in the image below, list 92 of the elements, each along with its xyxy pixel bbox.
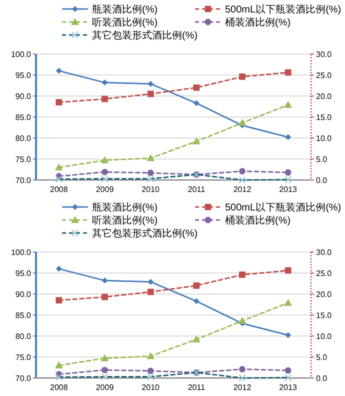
point: [284, 169, 292, 176]
point: [54, 163, 63, 170]
point: [193, 100, 200, 106]
point: [284, 69, 292, 76]
x-tick-label: 2008: [50, 383, 68, 392]
y2-tick-label: 10.0: [316, 134, 332, 143]
point: [56, 266, 62, 272]
y2-tick-label: 30.0: [316, 248, 332, 257]
y2-tick-label: 5.0: [316, 353, 328, 362]
y2-tick-label: 25.0: [316, 71, 332, 80]
point: [238, 316, 246, 324]
y-tick-label: 70.0: [15, 176, 32, 185]
point: [238, 118, 246, 126]
point: [100, 156, 109, 164]
point: [284, 298, 292, 306]
point: [56, 297, 62, 304]
point: [193, 298, 200, 304]
x-tick-label: 2012: [233, 185, 252, 194]
point: [100, 354, 109, 362]
y-tick-label: 75.0: [15, 155, 32, 164]
y2-tick-label: 15.0: [316, 311, 332, 320]
point: [192, 137, 200, 144]
x-tick-label: 2013: [279, 383, 298, 392]
point: [285, 332, 292, 338]
y-tick-label: 70.0: [15, 374, 32, 383]
x-tick-label: 2011: [188, 383, 206, 392]
point: [102, 96, 108, 102]
y-tick-label: 85.0: [15, 113, 32, 122]
y-tick-label: 80.0: [15, 134, 32, 143]
x-tick-label: 2012: [233, 383, 252, 392]
point: [148, 80, 154, 87]
point: [102, 168, 108, 176]
y-tick-label: 85.0: [15, 311, 32, 320]
point: [192, 335, 200, 342]
point: [284, 100, 292, 108]
legend-label: 瓶装酒比例(%): [92, 202, 158, 214]
y2-tick-label: 0.0: [316, 176, 328, 185]
point: [147, 368, 154, 374]
point: [239, 366, 246, 372]
legend-label: 其它包装形式酒比例(%): [92, 228, 198, 240]
legend-label: 500mL以下瓶装酒比例(%): [225, 4, 342, 16]
y-tick-label: 75.0: [15, 353, 32, 362]
y2-tick-label: 10.0: [316, 332, 332, 341]
point: [284, 267, 292, 274]
y-tick-label: 95.0: [15, 71, 32, 80]
point: [193, 84, 200, 91]
legend-label: 听装酒比例(%): [92, 16, 158, 28]
point: [102, 80, 108, 86]
point: [147, 90, 154, 98]
point: [147, 288, 154, 296]
y2-tick-label: 20.0: [316, 92, 332, 101]
point: [147, 170, 154, 176]
point: [239, 168, 246, 174]
point: [193, 282, 200, 289]
y2-tick-label: 30.0: [316, 50, 332, 59]
y-tick-label: 90.0: [15, 92, 32, 101]
y-tick-label: 100.0: [10, 248, 32, 257]
legend-label: 其它包装形式酒比例(%): [92, 30, 198, 42]
y-tick-label: 95.0: [15, 269, 32, 278]
legend-label: 500mL以下瓶装酒比例(%): [225, 202, 342, 214]
x-tick-label: 2010: [142, 383, 160, 392]
y2-tick-label: 0.0: [316, 374, 328, 383]
point: [146, 352, 155, 360]
point: [54, 361, 63, 368]
point: [56, 68, 62, 74]
legend-label: 瓶装酒比例(%): [92, 4, 158, 16]
point: [148, 278, 154, 285]
x-tick-label: 2008: [50, 185, 68, 194]
point: [56, 99, 62, 106]
y2-tick-label: 15.0: [316, 113, 332, 122]
point: [239, 271, 246, 278]
point: [102, 278, 108, 284]
y2-tick-label: 5.0: [316, 155, 328, 164]
x-tick-label: 2013: [279, 185, 298, 194]
x-tick-label: 2010: [142, 185, 160, 194]
legend-label: 桶装酒比例(%): [225, 214, 291, 226]
y-tick-label: 80.0: [15, 332, 32, 341]
point: [284, 367, 292, 374]
legend-label: 桶装酒比例(%): [225, 16, 291, 28]
point: [146, 154, 155, 162]
y-tick-label: 90.0: [15, 290, 32, 299]
y2-tick-label: 25.0: [316, 269, 332, 278]
point: [239, 73, 246, 80]
point: [102, 294, 108, 300]
legend-label: 听装酒比例(%): [92, 214, 158, 226]
x-tick-label: 2009: [96, 383, 114, 392]
point: [102, 366, 108, 374]
y-tick-label: 100.0: [10, 50, 32, 59]
x-tick-label: 2009: [96, 185, 114, 194]
x-tick-label: 2011: [188, 185, 206, 194]
y2-tick-label: 20.0: [316, 290, 332, 299]
point: [285, 134, 292, 140]
